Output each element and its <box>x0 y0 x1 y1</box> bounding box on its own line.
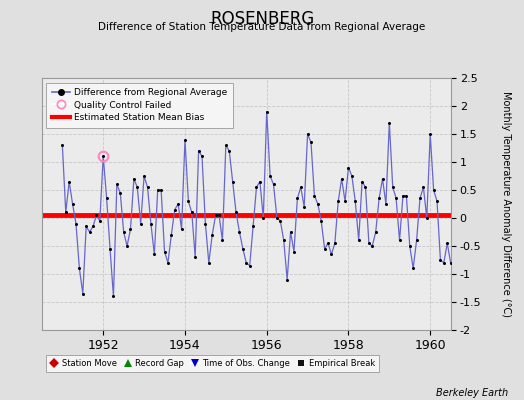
Legend: Station Move, Record Gap, Time of Obs. Change, Empirical Break: Station Move, Record Gap, Time of Obs. C… <box>46 355 379 372</box>
Text: ROSENBERG: ROSENBERG <box>210 10 314 28</box>
Y-axis label: Monthly Temperature Anomaly Difference (°C): Monthly Temperature Anomaly Difference (… <box>501 91 511 317</box>
Text: Difference of Station Temperature Data from Regional Average: Difference of Station Temperature Data f… <box>99 22 425 32</box>
Text: Berkeley Earth: Berkeley Earth <box>436 388 508 398</box>
